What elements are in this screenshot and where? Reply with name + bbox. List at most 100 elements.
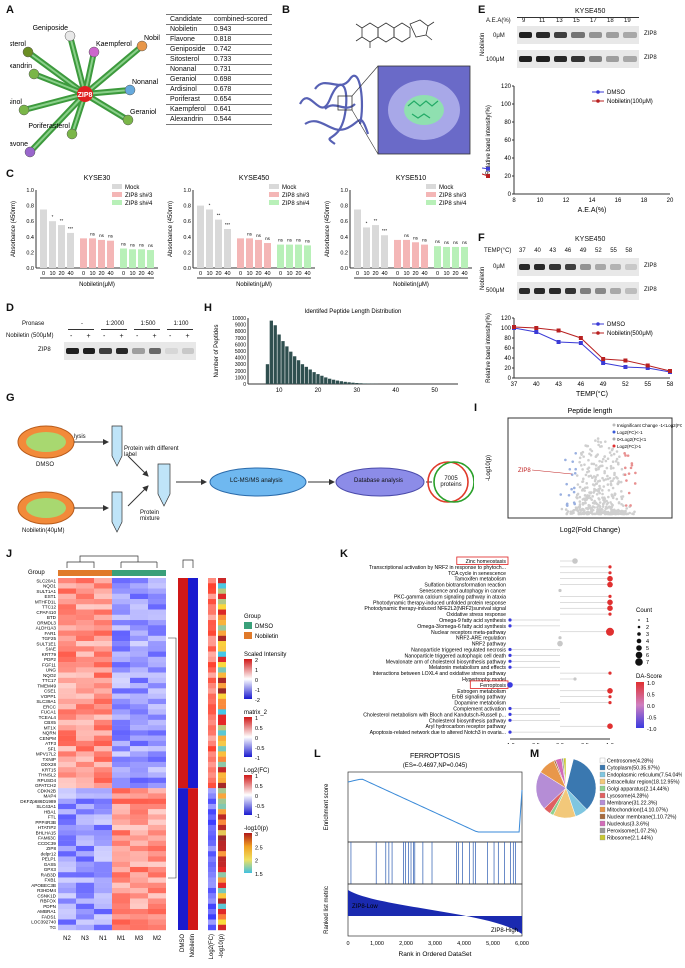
y-tick-label: 0.6 [183,219,191,225]
heatmap-cell [76,772,94,778]
pie-legend-swatch [599,813,606,820]
da-legend-title: DA-Score [636,674,663,680]
heatmap-cell [76,646,94,652]
heatmap-cell [130,709,148,715]
y-tick-label: 0.0 [26,266,34,272]
heatmap-cell [112,609,130,615]
volcano-point [596,473,599,477]
l-low-label: ZIP8-Low [352,904,378,910]
heatmap-cell [94,735,112,742]
heatmap-cell [76,830,94,836]
heatmap-cell [76,835,94,841]
legend-swatch [426,200,436,205]
pie-legend-swatch [599,757,606,764]
c-bar [49,221,56,268]
pie-legend-swatch [599,827,606,834]
heatmap-cell [58,646,76,652]
heatmap-cell [112,919,130,925]
volcano-point [595,510,599,514]
heatmap-cell [76,672,94,679]
heatmap-cell [130,730,148,736]
d-band [132,348,145,354]
volcano-point [620,490,623,493]
x-axis-label: Nobiletin(μM) [79,282,115,288]
logp-cell [218,635,226,642]
logfc-cell [208,698,216,705]
heatmap-cell [94,835,112,841]
e-aea-tick: 17 [590,18,597,24]
heatmap-cell [130,704,148,710]
c-bar [434,246,441,268]
c-bar [452,246,459,268]
heatmap-cell [58,924,76,931]
heatmap-cell [148,599,166,605]
network-center-label: ZIP8 [78,92,93,99]
pie-legend-swatch [599,785,606,792]
pathway-term-label: ErbB signaling pathway [452,695,507,701]
volcano-point [565,504,569,507]
heatmap-cell [58,625,76,631]
logp-cell [218,887,226,894]
candidate-score: 0.943 [209,24,272,35]
panel-label-e: E [478,4,486,16]
heatmap-cell [94,761,112,768]
c-bar [98,239,105,268]
logfc-cell [208,656,216,663]
heatmap-cell [112,583,130,589]
pathway-dot [507,682,513,688]
heatmap-cell [76,614,94,621]
heatmap-cell [94,698,112,705]
heatmap-cell [148,772,166,778]
logp-cell [218,709,226,715]
l-high-label: ZIP8-High [491,928,518,934]
heatmap-cell [58,903,76,910]
da-tick-label: -1.0 [647,727,656,733]
volcano-point [613,508,616,512]
network-node [124,84,136,96]
volcano-point [614,460,618,463]
volcano-point [598,501,602,504]
heatmap-cell [148,709,166,715]
heatmap-cell [76,908,94,915]
y-tick-label: 0.6 [340,219,348,225]
logp-cell [218,893,226,899]
c-x-tick: 0 [436,271,439,277]
heatmap-cell [58,845,76,852]
heatmap-cell [94,740,112,747]
volcano-point [585,470,589,474]
heatmap-gene-label: TTC17 [42,678,56,683]
volcano-point [594,467,598,471]
e-aea-tick: 13 [556,18,563,24]
heatmap-cell [76,740,94,747]
heatmap-gene-label: CENPM [39,736,56,741]
legend-swatch [244,622,252,629]
x-tick-label: 10 [537,198,544,204]
f-bottom-band [610,288,622,294]
heatmap-cell [130,756,148,763]
e-band-label-top: ZIP8 [644,31,657,37]
heatmap-cell [58,872,76,878]
heatmap-cell [148,630,166,636]
heatmap-cell [148,740,166,747]
x-tick-label: 0 [346,941,349,947]
e-aea-tick: 9 [522,18,526,24]
logp-colorbar [244,833,252,873]
heatmap-gene-label: VOPP1 [41,694,57,699]
pathway-dot [607,581,613,588]
volcano-point [591,512,594,516]
histogram-bar [316,374,320,384]
volcano-point [601,503,605,506]
logfc-cell [208,593,216,600]
heatmap-cell [112,777,130,784]
c-bar [421,244,428,268]
volcano-point [604,478,608,481]
heatmap-gene-label: CDKN2B [37,788,56,793]
c-sig-label: ** [217,213,221,218]
f-bottom-band [534,288,546,294]
legend-swatch [269,192,279,197]
heatmap-cell [58,709,76,715]
heatmap-cell [148,924,166,931]
y-tick-label: 20 [504,174,511,180]
localization-pie: Centrosome(4.28%)Cytoplasm(50.35.97%)End… [535,757,682,842]
volcano-point [574,507,578,511]
